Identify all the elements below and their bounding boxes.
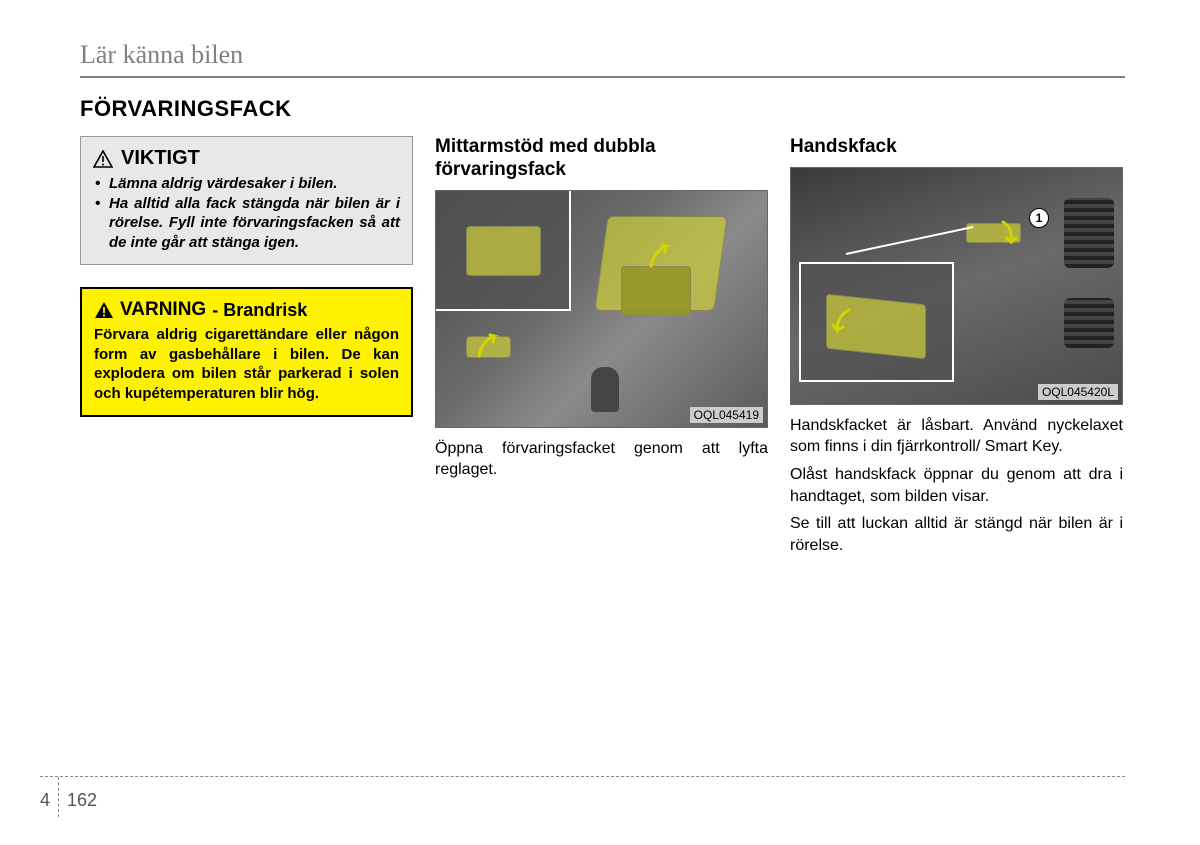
callout-1: 1 — [1029, 208, 1049, 228]
col3-p2: Olåst handskfack öppnar du genom att dra… — [790, 464, 1123, 507]
important-item: Lämna aldrig värdesaker i bilen. — [95, 174, 400, 194]
page-footer: 4 162 — [40, 776, 1125, 817]
column-1: VIKTIGT Lämna aldrig värdesaker i bilen.… — [80, 136, 413, 562]
column-3: Handskfack 1 OQL045420L Handskfacke — [790, 136, 1123, 562]
figure-id: OQL045420L — [1038, 384, 1118, 400]
arrow-icon — [474, 331, 504, 361]
page-content: Lär känna bilen FÖRVARINGSFACK VIKTIGT L… — [0, 0, 1200, 562]
column-2: Mittarmstöd med dubbla förvaringsfack OQ… — [435, 136, 768, 562]
warning-sublabel: - Brandrisk — [212, 300, 307, 321]
col3-heading: Handskfack — [790, 136, 1123, 159]
important-item: Ha alltid alla fack stängda när bilen är… — [95, 194, 400, 253]
page-number: 162 — [59, 790, 97, 811]
warning-label: VARNING — [120, 299, 206, 321]
col3-p3: Se till att luckan alltid är stängd när … — [790, 513, 1123, 556]
arrow-icon — [829, 306, 859, 336]
figure-glovebox: 1 OQL045420L — [790, 167, 1123, 405]
chapter-header: Lär känna bilen — [80, 40, 1125, 78]
important-box: VIKTIGT Lämna aldrig värdesaker i bilen.… — [80, 136, 413, 265]
chapter-number: 4 — [40, 790, 58, 811]
arrow-icon — [646, 241, 676, 271]
col2-text: Öppna förvaringsfacket genom att lyfta r… — [435, 438, 768, 481]
warning-icon — [94, 301, 114, 319]
important-label: VIKTIGT — [121, 147, 200, 170]
important-header: VIKTIGT — [93, 147, 400, 170]
warning-text: Förvara aldrig cigarettändare eller någo… — [94, 325, 399, 403]
page-number-wrap: 4 162 — [40, 783, 97, 817]
col3-p1: Handskfacket är låsbart. Använd nyckelax… — [790, 415, 1123, 458]
columns: VIKTIGT Lämna aldrig värdesaker i bilen.… — [80, 136, 1125, 562]
caution-icon — [93, 150, 113, 168]
figure-id: OQL045419 — [690, 407, 763, 423]
warning-header: VARNING - Brandrisk — [94, 299, 399, 321]
warning-box: VARNING - Brandrisk Förvara aldrig cigar… — [80, 287, 413, 417]
figure-armrest: OQL045419 — [435, 190, 768, 428]
col2-heading: Mittarmstöd med dubbla förvaringsfack — [435, 136, 768, 182]
section-title: FÖRVARINGSFACK — [80, 96, 1125, 122]
arrow-icon — [991, 218, 1021, 248]
important-list: Lämna aldrig värdesaker i bilen. Ha allt… — [93, 174, 400, 252]
